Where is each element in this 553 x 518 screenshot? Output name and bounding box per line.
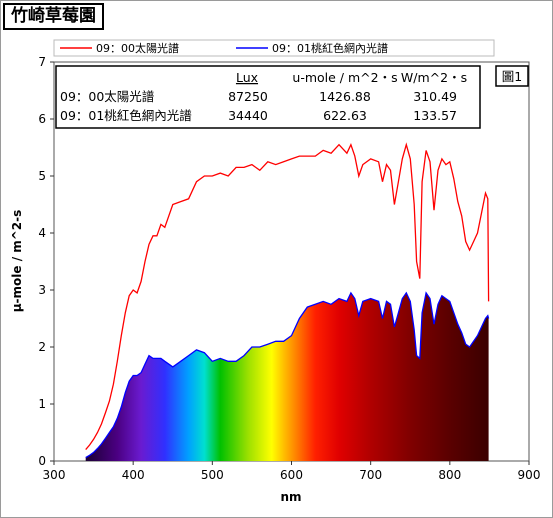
page-title: 竹崎草莓園 (3, 3, 104, 30)
x-tick-label-5: 800 (438, 468, 461, 482)
table-row-0-wm2: 310.49 (413, 89, 457, 104)
table-row-1-wm2: 133.57 (413, 108, 457, 123)
table-row-0-umole: 1426.88 (319, 89, 371, 104)
y-tick-label-5: 5 (38, 169, 46, 183)
table-row-0-label: 09：00太陽光譜 (60, 89, 154, 104)
legend-label-series-1: 09：01桃紅色網內光譜 (272, 41, 388, 55)
table-row-0-lux: 87250 (228, 89, 268, 104)
y-tick-label-2: 2 (38, 340, 46, 354)
x-tick-label-0: 300 (43, 468, 66, 482)
y-tick-label-1: 1 (38, 397, 46, 411)
y-axis-label: μ-mole / m^2-s (10, 210, 24, 313)
y-tick-label-6: 6 (38, 112, 46, 126)
y-tick-label-3: 3 (38, 283, 46, 297)
x-tick-label-2: 500 (201, 468, 224, 482)
x-tick-label-3: 600 (280, 468, 303, 482)
data-table-box (55, 65, 481, 129)
series-layer (85, 142, 490, 461)
table-header-umole: u-mole / m^2・s (292, 70, 397, 85)
legend-box (53, 39, 495, 57)
y-tick-label-7: 7 (38, 55, 46, 69)
x-axis-label: nm (280, 490, 301, 504)
legend-label-series-0: 09：00太陽光譜 (96, 41, 179, 55)
series-1-line (85, 291, 490, 459)
series-0-line (85, 142, 490, 451)
x-tick-label-6: 900 (518, 468, 541, 482)
axis-ticks: 300 400 500 600 700 800 900 0 1 2 3 4 5 6 7 (38, 55, 540, 482)
x-tick-label-4: 700 (359, 468, 382, 482)
table-header-lux: Lux (236, 70, 258, 85)
y-tick-label-0: 0 (38, 454, 46, 468)
series-1-area (85, 292, 489, 461)
figure-label-box (495, 65, 529, 87)
y-tick-label-4: 4 (38, 226, 46, 240)
table-row-1-lux: 34440 (228, 108, 268, 123)
table-row-1-label: 09：01桃紅色網內光譜 (60, 108, 192, 123)
table-header-wm2: W/m^2・s (401, 70, 467, 85)
x-tick-label-1: 400 (122, 468, 145, 482)
figure-label: 圖1 (502, 69, 522, 84)
table-row-1-umole: 622.63 (323, 108, 367, 123)
